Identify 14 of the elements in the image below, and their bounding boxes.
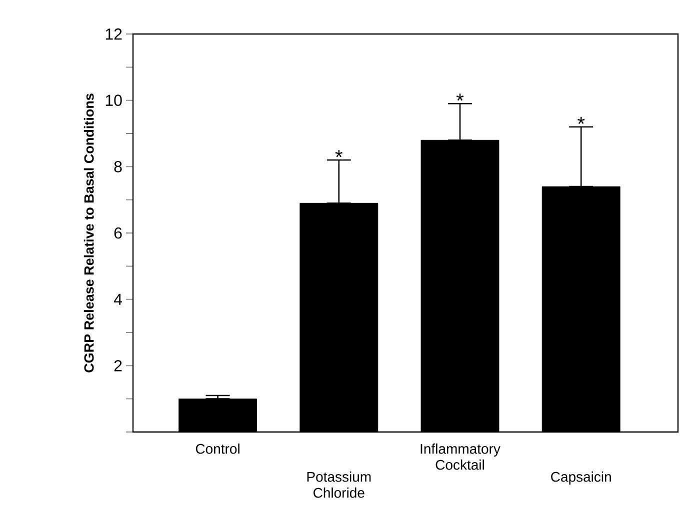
y-axis-title: CGRP Release Relative to Basal Conditions: [84, 94, 94, 372]
annotation: *: [578, 116, 585, 124]
x-tick-label: Potassium Chloride: [307, 472, 371, 498]
y-tick-label: 6: [114, 227, 122, 239]
y-tick-label: 10: [106, 94, 122, 106]
annotation: *: [456, 94, 464, 101]
y-tick-label: 12: [106, 28, 122, 40]
y-tick-label: 8: [114, 161, 122, 172]
y-tick-label: 2: [114, 360, 122, 372]
x-tick-label: Inflammatory Cocktail: [420, 444, 500, 470]
y-tick-label: 4: [114, 294, 122, 305]
x-tick-label: Capsaicin: [551, 472, 611, 485]
annotation: *: [335, 150, 342, 158]
x-tick-label: Control: [196, 444, 240, 454]
